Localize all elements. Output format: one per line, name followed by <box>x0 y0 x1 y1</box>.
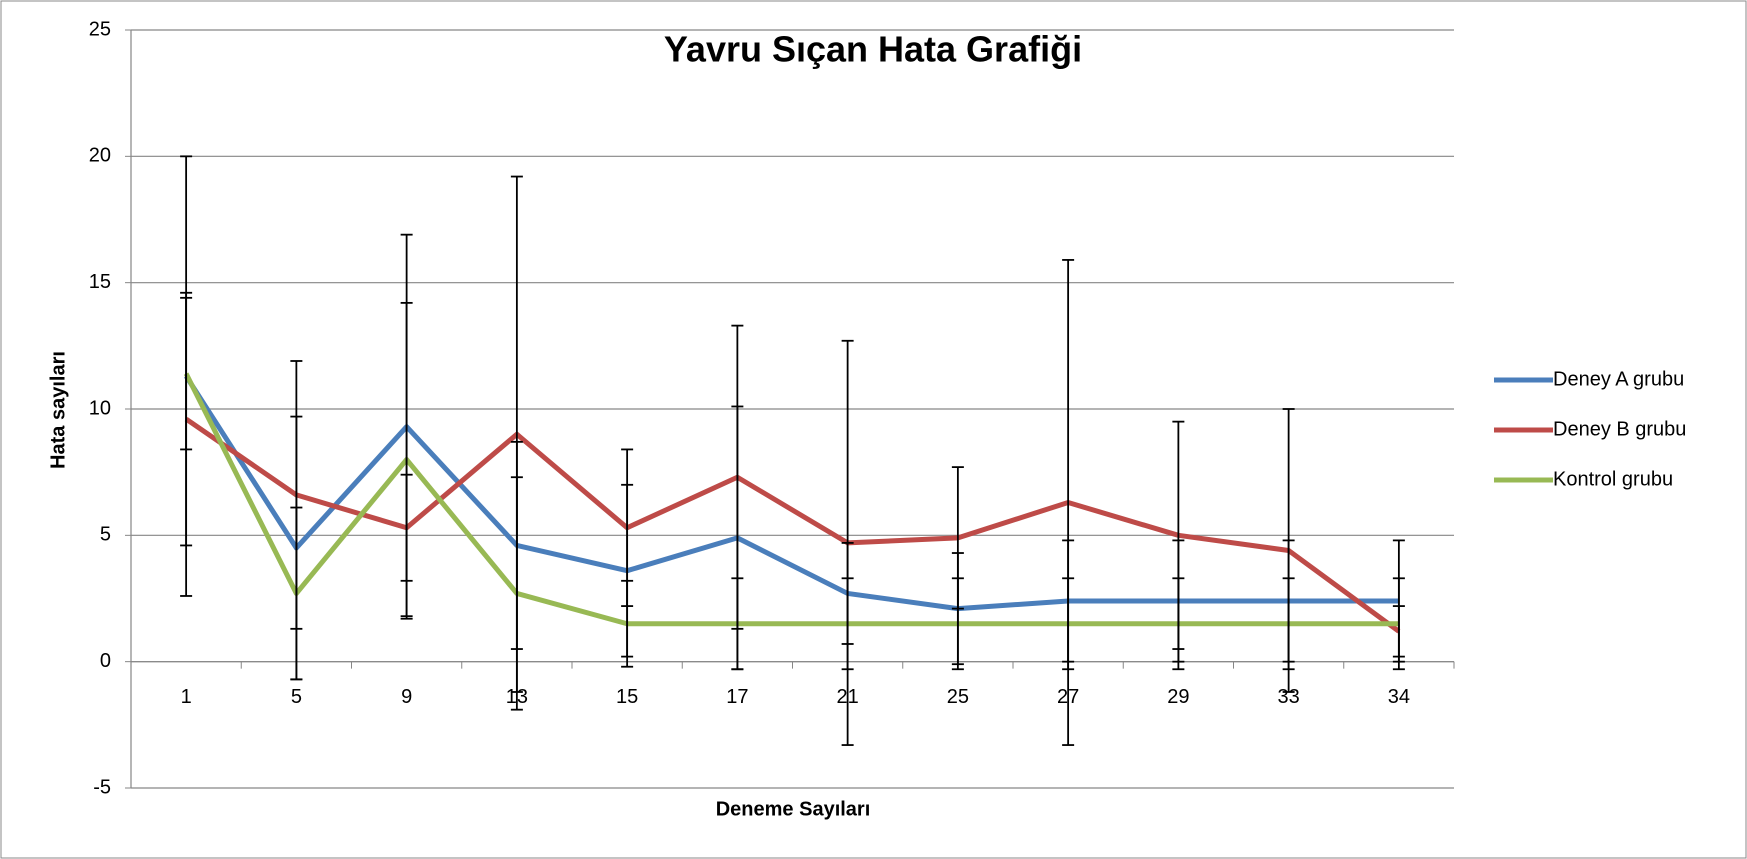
y-tick-label: 15 <box>89 271 111 293</box>
legend-label: Kontrol grubu <box>1553 468 1673 490</box>
x-tick-label: 17 <box>726 686 748 708</box>
error-bar <box>1282 577 1295 671</box>
error-bar <box>1062 577 1075 671</box>
error-bar <box>290 506 303 681</box>
x-axis-title: Deneme Sayıları <box>716 798 871 820</box>
legend-label: Deney B grubu <box>1553 418 1686 440</box>
series-line <box>184 417 1401 634</box>
error-bar <box>621 579 634 668</box>
x-tick-label: 9 <box>401 686 412 708</box>
x-tick-label: 5 <box>291 686 302 708</box>
series-line <box>183 372 1399 627</box>
error-bar <box>951 577 964 671</box>
error-bar <box>731 577 744 671</box>
error-bar <box>1172 577 1185 671</box>
y-tick-label: -5 <box>93 776 111 798</box>
legend-label: Deney A grubu <box>1553 368 1684 390</box>
x-tick-label: 34 <box>1388 686 1410 708</box>
y-tick-label: 20 <box>89 145 111 167</box>
error-bar <box>1392 577 1405 671</box>
error-bar <box>400 301 413 618</box>
y-tick-label: 0 <box>100 650 111 672</box>
x-tick-label: 15 <box>616 686 638 708</box>
error-bar <box>180 296 193 451</box>
y-tick-label: 25 <box>89 18 111 40</box>
y-tick-label: 10 <box>89 397 111 419</box>
chart-title: Yavru Sıçan Hata Grafiği <box>664 29 1082 70</box>
x-tick-label: 1 <box>181 686 192 708</box>
series-line <box>184 374 1399 612</box>
x-tick-label: 25 <box>947 686 969 708</box>
x-tick-label: 29 <box>1167 686 1189 708</box>
error-bar <box>841 339 854 746</box>
error-bar <box>841 577 854 671</box>
y-tick-label: 5 <box>100 524 111 546</box>
error-bar <box>510 476 523 711</box>
y-axis-title: Hata sayıları <box>47 351 69 469</box>
